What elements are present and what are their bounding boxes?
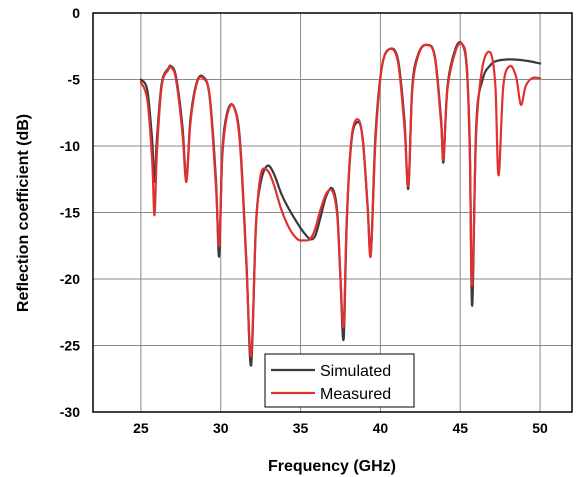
y-tick-labels: 0 -5 -10 -15 -20 -25 -30 — [60, 5, 80, 420]
x-axis-title: Frequency (GHz) — [268, 458, 396, 475]
legend-box — [264, 353, 415, 408]
y-tick-label-neg15: -15 — [60, 205, 80, 221]
legend-label-measured: Measured — [320, 386, 391, 403]
y-axis-title: Reflection coefficient (dB) — [15, 114, 32, 312]
y-tick-label-neg30: -30 — [60, 404, 80, 420]
x-tick-labels: 25 30 35 40 45 50 — [133, 420, 548, 436]
x-tick-label-35: 35 — [293, 420, 309, 436]
x-tick-label-40: 40 — [373, 420, 389, 436]
x-tick-label-45: 45 — [452, 420, 468, 436]
series-layer — [139, 41, 542, 367]
y-tick-label-neg5: -5 — [68, 72, 81, 88]
x-tick-label-25: 25 — [133, 420, 149, 436]
legend: Simulated Measured — [264, 353, 415, 408]
x-tick-label-50: 50 — [532, 420, 548, 436]
y-tick-label-neg20: -20 — [60, 271, 80, 287]
series-line-measured — [139, 41, 542, 358]
plot-frame — [92, 12, 573, 413]
legend-label-simulated: Simulated — [320, 363, 391, 380]
y-tick-label-neg25: -25 — [60, 338, 80, 354]
y-tick-label-0: 0 — [72, 5, 80, 21]
x-tick-label-30: 30 — [213, 420, 229, 436]
y-tick-label-neg10: -10 — [60, 138, 80, 154]
